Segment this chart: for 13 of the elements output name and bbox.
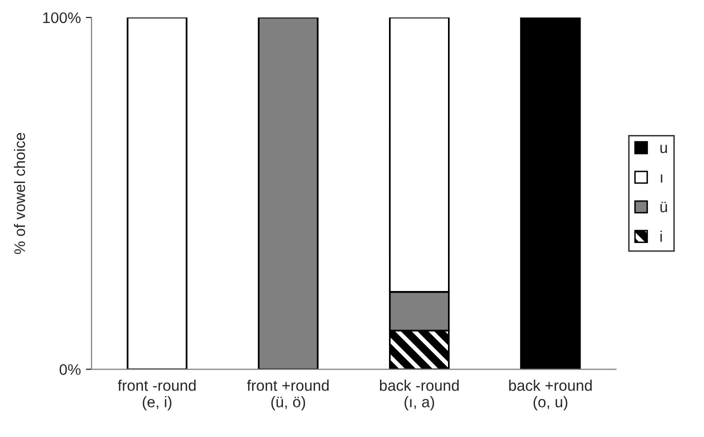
bar xyxy=(520,17,581,370)
legend-label: ı xyxy=(660,174,662,183)
x-tick-label: back -round (ı, a) xyxy=(380,380,459,410)
x-tick-label: back +round (o, u) xyxy=(509,380,592,410)
legend-label: i xyxy=(660,230,662,242)
x-tick-label: front +round (ü, ö) xyxy=(247,380,329,410)
legend-label: u xyxy=(660,144,667,154)
y-axis-title: % of vowel choice xyxy=(14,132,26,254)
bar xyxy=(126,17,188,370)
y-tick-label: 100% xyxy=(43,12,81,24)
y-tick-label: 0% xyxy=(60,364,81,375)
x-tick-label: front -round (e, i) xyxy=(118,380,196,410)
legend-label: ü xyxy=(660,202,667,212)
